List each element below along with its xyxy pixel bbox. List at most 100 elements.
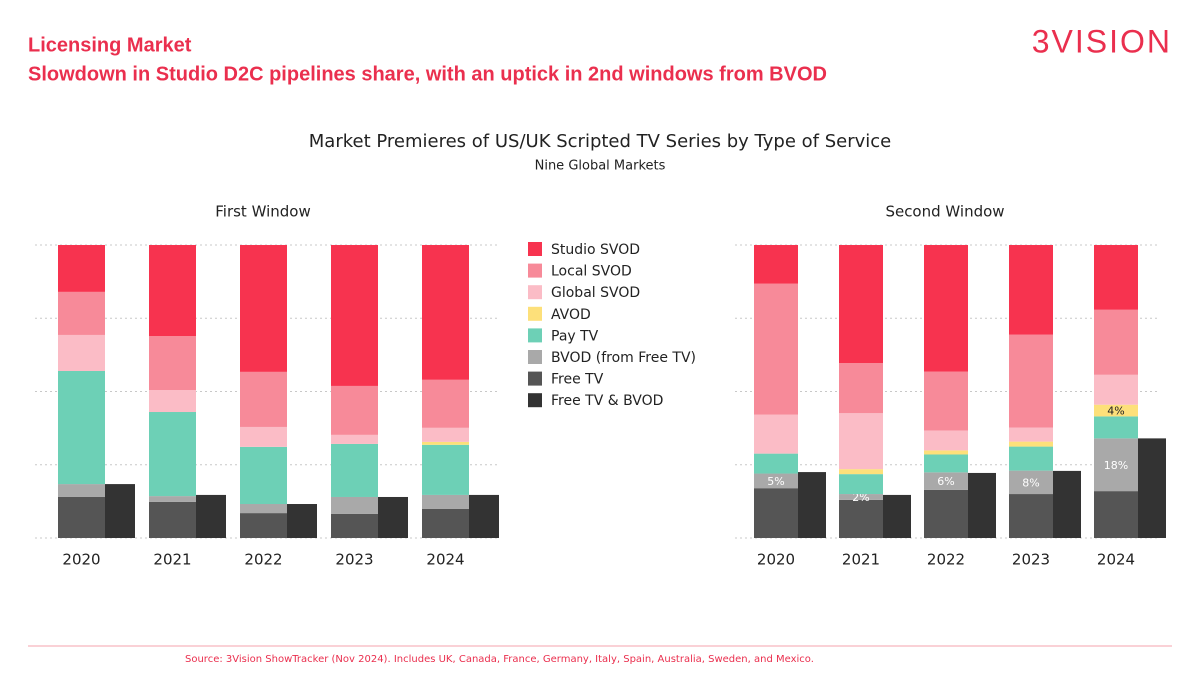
bar-segment bbox=[331, 385, 378, 435]
bar-segment bbox=[1094, 491, 1138, 538]
bar-segment bbox=[754, 245, 798, 284]
bar-segment bbox=[149, 501, 196, 538]
bar-segment bbox=[754, 414, 798, 454]
bar-segment bbox=[839, 469, 883, 475]
bar-segment bbox=[58, 334, 105, 371]
chart-title: Second Window bbox=[885, 203, 1004, 221]
bar-segment bbox=[839, 413, 883, 470]
bar-segment bbox=[1094, 245, 1138, 310]
bar-segment bbox=[240, 513, 287, 538]
value-label: 6% bbox=[937, 475, 954, 488]
side-bar bbox=[1138, 438, 1166, 538]
source: Source: 3Vision ShowTracker (Nov 2024). … bbox=[185, 654, 814, 665]
legend-swatch bbox=[528, 306, 542, 321]
figure-title: Market Premieres of US/UK Scripted TV Se… bbox=[309, 131, 891, 152]
bar-segment bbox=[240, 371, 287, 427]
legend-label: Pay TV bbox=[551, 328, 599, 344]
value-label: 4% bbox=[1107, 405, 1124, 418]
value-label: 8% bbox=[1022, 476, 1039, 489]
legend-swatch bbox=[528, 328, 542, 343]
bar-segment bbox=[58, 291, 105, 335]
bar-segment bbox=[1094, 416, 1138, 439]
bar-segment bbox=[331, 245, 378, 386]
bar-segment bbox=[1094, 309, 1138, 375]
bar-segment bbox=[422, 427, 469, 442]
bar-segment bbox=[839, 245, 883, 364]
bar-segment bbox=[839, 499, 883, 538]
bar-segment bbox=[1094, 404, 1138, 417]
bar-segment bbox=[422, 508, 469, 538]
legend-label: Local SVOD bbox=[551, 264, 632, 280]
bar-segment bbox=[331, 434, 378, 444]
bar-segment bbox=[754, 488, 798, 538]
logo: 3VISION bbox=[1032, 23, 1172, 59]
bar-segment bbox=[924, 371, 968, 431]
header-title: Licensing Market bbox=[28, 34, 192, 56]
bar-segment bbox=[58, 245, 105, 292]
side-bar bbox=[378, 496, 408, 538]
bar-segment bbox=[1009, 334, 1053, 428]
legend-label: Global SVOD bbox=[551, 285, 640, 301]
bar-segment bbox=[149, 336, 196, 391]
bar-segment bbox=[1094, 438, 1138, 492]
side-bar bbox=[469, 494, 499, 538]
legend-swatch bbox=[528, 263, 542, 278]
legend-swatch bbox=[528, 285, 542, 300]
legend-label: Free TV & BVOD bbox=[551, 393, 663, 409]
legend-label: BVOD (from Free TV) bbox=[551, 350, 696, 366]
value-label: 18% bbox=[1104, 459, 1128, 472]
bar-segment bbox=[924, 245, 968, 372]
bar-segment bbox=[422, 494, 469, 509]
side-bar bbox=[883, 494, 911, 538]
legend-label: Free TV bbox=[551, 372, 604, 388]
x-tick-label: 2021 bbox=[842, 551, 880, 569]
x-tick-label: 2023 bbox=[335, 551, 373, 569]
legend-label: Studio SVOD bbox=[551, 242, 640, 258]
side-bar bbox=[798, 472, 826, 538]
bar-segment bbox=[240, 426, 287, 447]
side-bar bbox=[105, 484, 135, 538]
bar-segment bbox=[924, 450, 968, 455]
bar-segment bbox=[422, 245, 469, 380]
x-tick-label: 2024 bbox=[426, 551, 464, 569]
legend-label: AVOD bbox=[551, 307, 591, 323]
bar-segment bbox=[422, 379, 469, 428]
bar-segment bbox=[240, 446, 287, 505]
bar-segment bbox=[839, 494, 883, 500]
side-bar bbox=[968, 472, 996, 538]
legend-swatch bbox=[528, 393, 542, 408]
x-tick-label: 2020 bbox=[62, 551, 100, 569]
bar-segment bbox=[924, 454, 968, 473]
bar-segment bbox=[924, 430, 968, 451]
bar-segment bbox=[58, 496, 105, 538]
bar-segment bbox=[331, 496, 378, 514]
x-tick-label: 2020 bbox=[757, 551, 795, 569]
bar-segment bbox=[240, 504, 287, 514]
bar-segment bbox=[240, 245, 287, 372]
bar-segment bbox=[422, 444, 469, 495]
x-tick-label: 2022 bbox=[244, 551, 282, 569]
bar-segment bbox=[1009, 470, 1053, 495]
bar-segment bbox=[58, 484, 105, 497]
x-tick-label: 2021 bbox=[153, 551, 191, 569]
bar-segment bbox=[331, 513, 378, 538]
bar-segment bbox=[839, 363, 883, 414]
legend-swatch bbox=[528, 371, 542, 386]
legend-swatch bbox=[528, 350, 542, 364]
bar-segment bbox=[1009, 441, 1053, 447]
x-tick-label: 2024 bbox=[1097, 551, 1135, 569]
bar-segment bbox=[149, 496, 196, 502]
bar-segment bbox=[1009, 494, 1053, 538]
bar-segment bbox=[1009, 427, 1053, 442]
chart-title: First Window bbox=[215, 203, 310, 221]
bar-segment bbox=[149, 245, 196, 337]
side-bar bbox=[1053, 470, 1081, 538]
bar-segment bbox=[58, 370, 105, 485]
legend-swatch bbox=[528, 242, 542, 256]
header-subtitle: Slowdown in Studio D2C pipelines share, … bbox=[28, 63, 827, 85]
bar-segment bbox=[754, 453, 798, 474]
bar-segment bbox=[754, 283, 798, 415]
bar-segment bbox=[924, 489, 968, 538]
value-label: 5% bbox=[767, 475, 784, 488]
